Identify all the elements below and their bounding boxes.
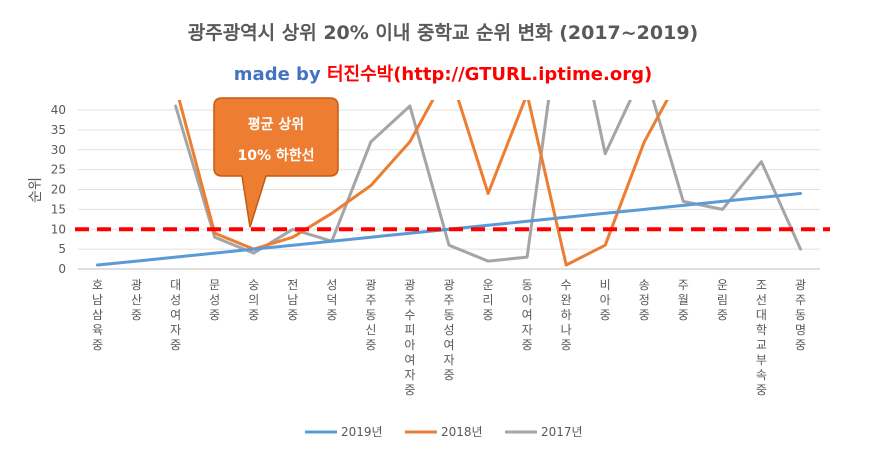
y-tick-label: 20: [51, 183, 66, 197]
chart-title: 광주광역시 상위 20% 이내 중학교 순위 변화 (2017~2019): [187, 22, 699, 44]
callout-line-1: 평균 상위: [248, 116, 304, 133]
callout-line-2: 10% 하한선: [237, 147, 314, 164]
y-tick-label: 35: [51, 123, 66, 137]
y-tick-label: 15: [51, 202, 66, 216]
y-tick-label: 5: [58, 242, 66, 256]
y-tick-label: 10: [51, 222, 66, 236]
legend-label: 2019년: [341, 425, 383, 439]
y-tick-label: 25: [51, 163, 66, 177]
chart-subtitle: made by 터진수박(http://GTURL.iptime.org): [0, 60, 886, 86]
y-axis-label: 순위: [28, 177, 44, 203]
legend-label: 2017년: [541, 425, 583, 439]
legend-label: 2018년: [441, 425, 483, 439]
subtitle-made-by: made by: [233, 64, 327, 85]
y-tick-label: 40: [51, 103, 66, 117]
y-tick-label: 30: [51, 143, 66, 157]
y-tick-label: 0: [58, 262, 66, 276]
callout-bubble: [213, 97, 339, 228]
subtitle-brand: 터진수박(http://GTURL.iptime.org): [326, 64, 653, 85]
